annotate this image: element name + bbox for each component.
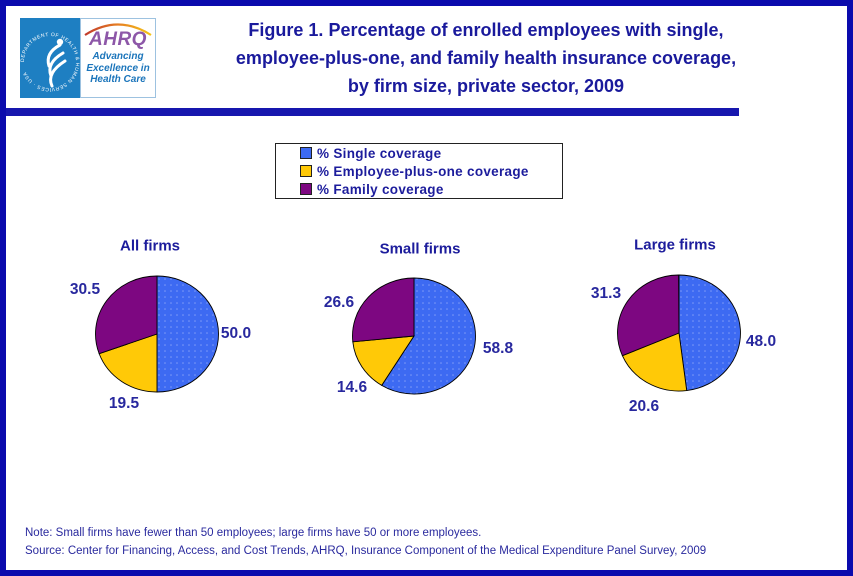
legend-label-employee-plus-one: % Employee-plus-one coverage (317, 163, 529, 179)
pie-value-label: 19.5 (108, 395, 140, 412)
hhs-eagle-strokes (46, 43, 67, 88)
ahrq-logo-panel: AHRQ Advancing Excellence in Health Care (80, 18, 156, 98)
legend-swatch-single (300, 147, 312, 159)
hhs-eagle-head (56, 38, 64, 46)
ahrq-wordmark: AHRQ (89, 29, 147, 50)
legend-item-single: % Single coverage (300, 146, 562, 161)
pie-value-label: 26.6 (323, 294, 355, 311)
legend-item-family: % Family coverage (300, 182, 562, 197)
legend-item-employee-plus-one: % Employee-plus-one coverage (300, 164, 562, 179)
pie-charts-svg (95, 274, 741, 395)
chart-area: All firms Small firms Large firms 50.0 19… (6, 6, 847, 570)
pie-slice-small-firms-2 (352, 277, 415, 343)
pie-value-label: 48.0 (745, 333, 777, 350)
chart-legend: % Single coverage % Employee-plus-one co… (275, 143, 563, 199)
pie-value-label: 30.5 (69, 281, 101, 298)
pie-value-label: 20.6 (628, 398, 660, 415)
ahrq-tagline: Advancing Excellence in Health Care (86, 51, 150, 85)
pie-slice-large-firms-0 (678, 274, 741, 392)
pie-slice-small-firms-0 (381, 277, 476, 395)
rainbow-arc-icon (84, 23, 152, 36)
figure-title: Figure 1. Percentage of enrolled employe… (235, 20, 737, 96)
pie-title-large-firms: Large firms (634, 236, 716, 254)
pie-value-label: 50.0 (220, 325, 252, 342)
pie-value-label: 14.6 (336, 379, 368, 396)
pie-slice-all-firms-0 (156, 275, 219, 393)
source-text: Source: Center for Financing, Access, an… (25, 545, 707, 557)
pie-title-all-firms: All firms (119, 237, 181, 255)
pie-title-small-firms: Small firms (379, 240, 461, 258)
pie-value-label: 58.8 (482, 340, 514, 357)
pie-slice-all-firms-1 (98, 333, 158, 393)
legend-label-single: % Single coverage (317, 145, 442, 161)
hhs-seal: DEPARTMENT OF HEALTH & HUMAN SERVICES · … (20, 18, 80, 98)
pie-value-label: 31.3 (590, 285, 622, 302)
pie-slice-large-firms-2 (617, 274, 680, 357)
legend-swatch-employee-plus-one (300, 165, 312, 177)
hhs-eagle-icon: DEPARTMENT OF HEALTH & HUMAN SERVICES · … (20, 32, 80, 92)
pie-slice-all-firms-2 (95, 275, 158, 355)
title-divider-bar (6, 108, 739, 116)
pie-slice-small-firms-1 (352, 335, 415, 386)
ahrq-logo: DEPARTMENT OF HEALTH & HUMAN SERVICES · … (20, 18, 156, 98)
legend-label-family: % Family coverage (317, 181, 444, 197)
legend-swatch-family (300, 183, 312, 195)
pie-slice-large-firms-1 (621, 332, 688, 392)
note-text: Note: Small firms have fewer than 50 emp… (25, 527, 482, 539)
